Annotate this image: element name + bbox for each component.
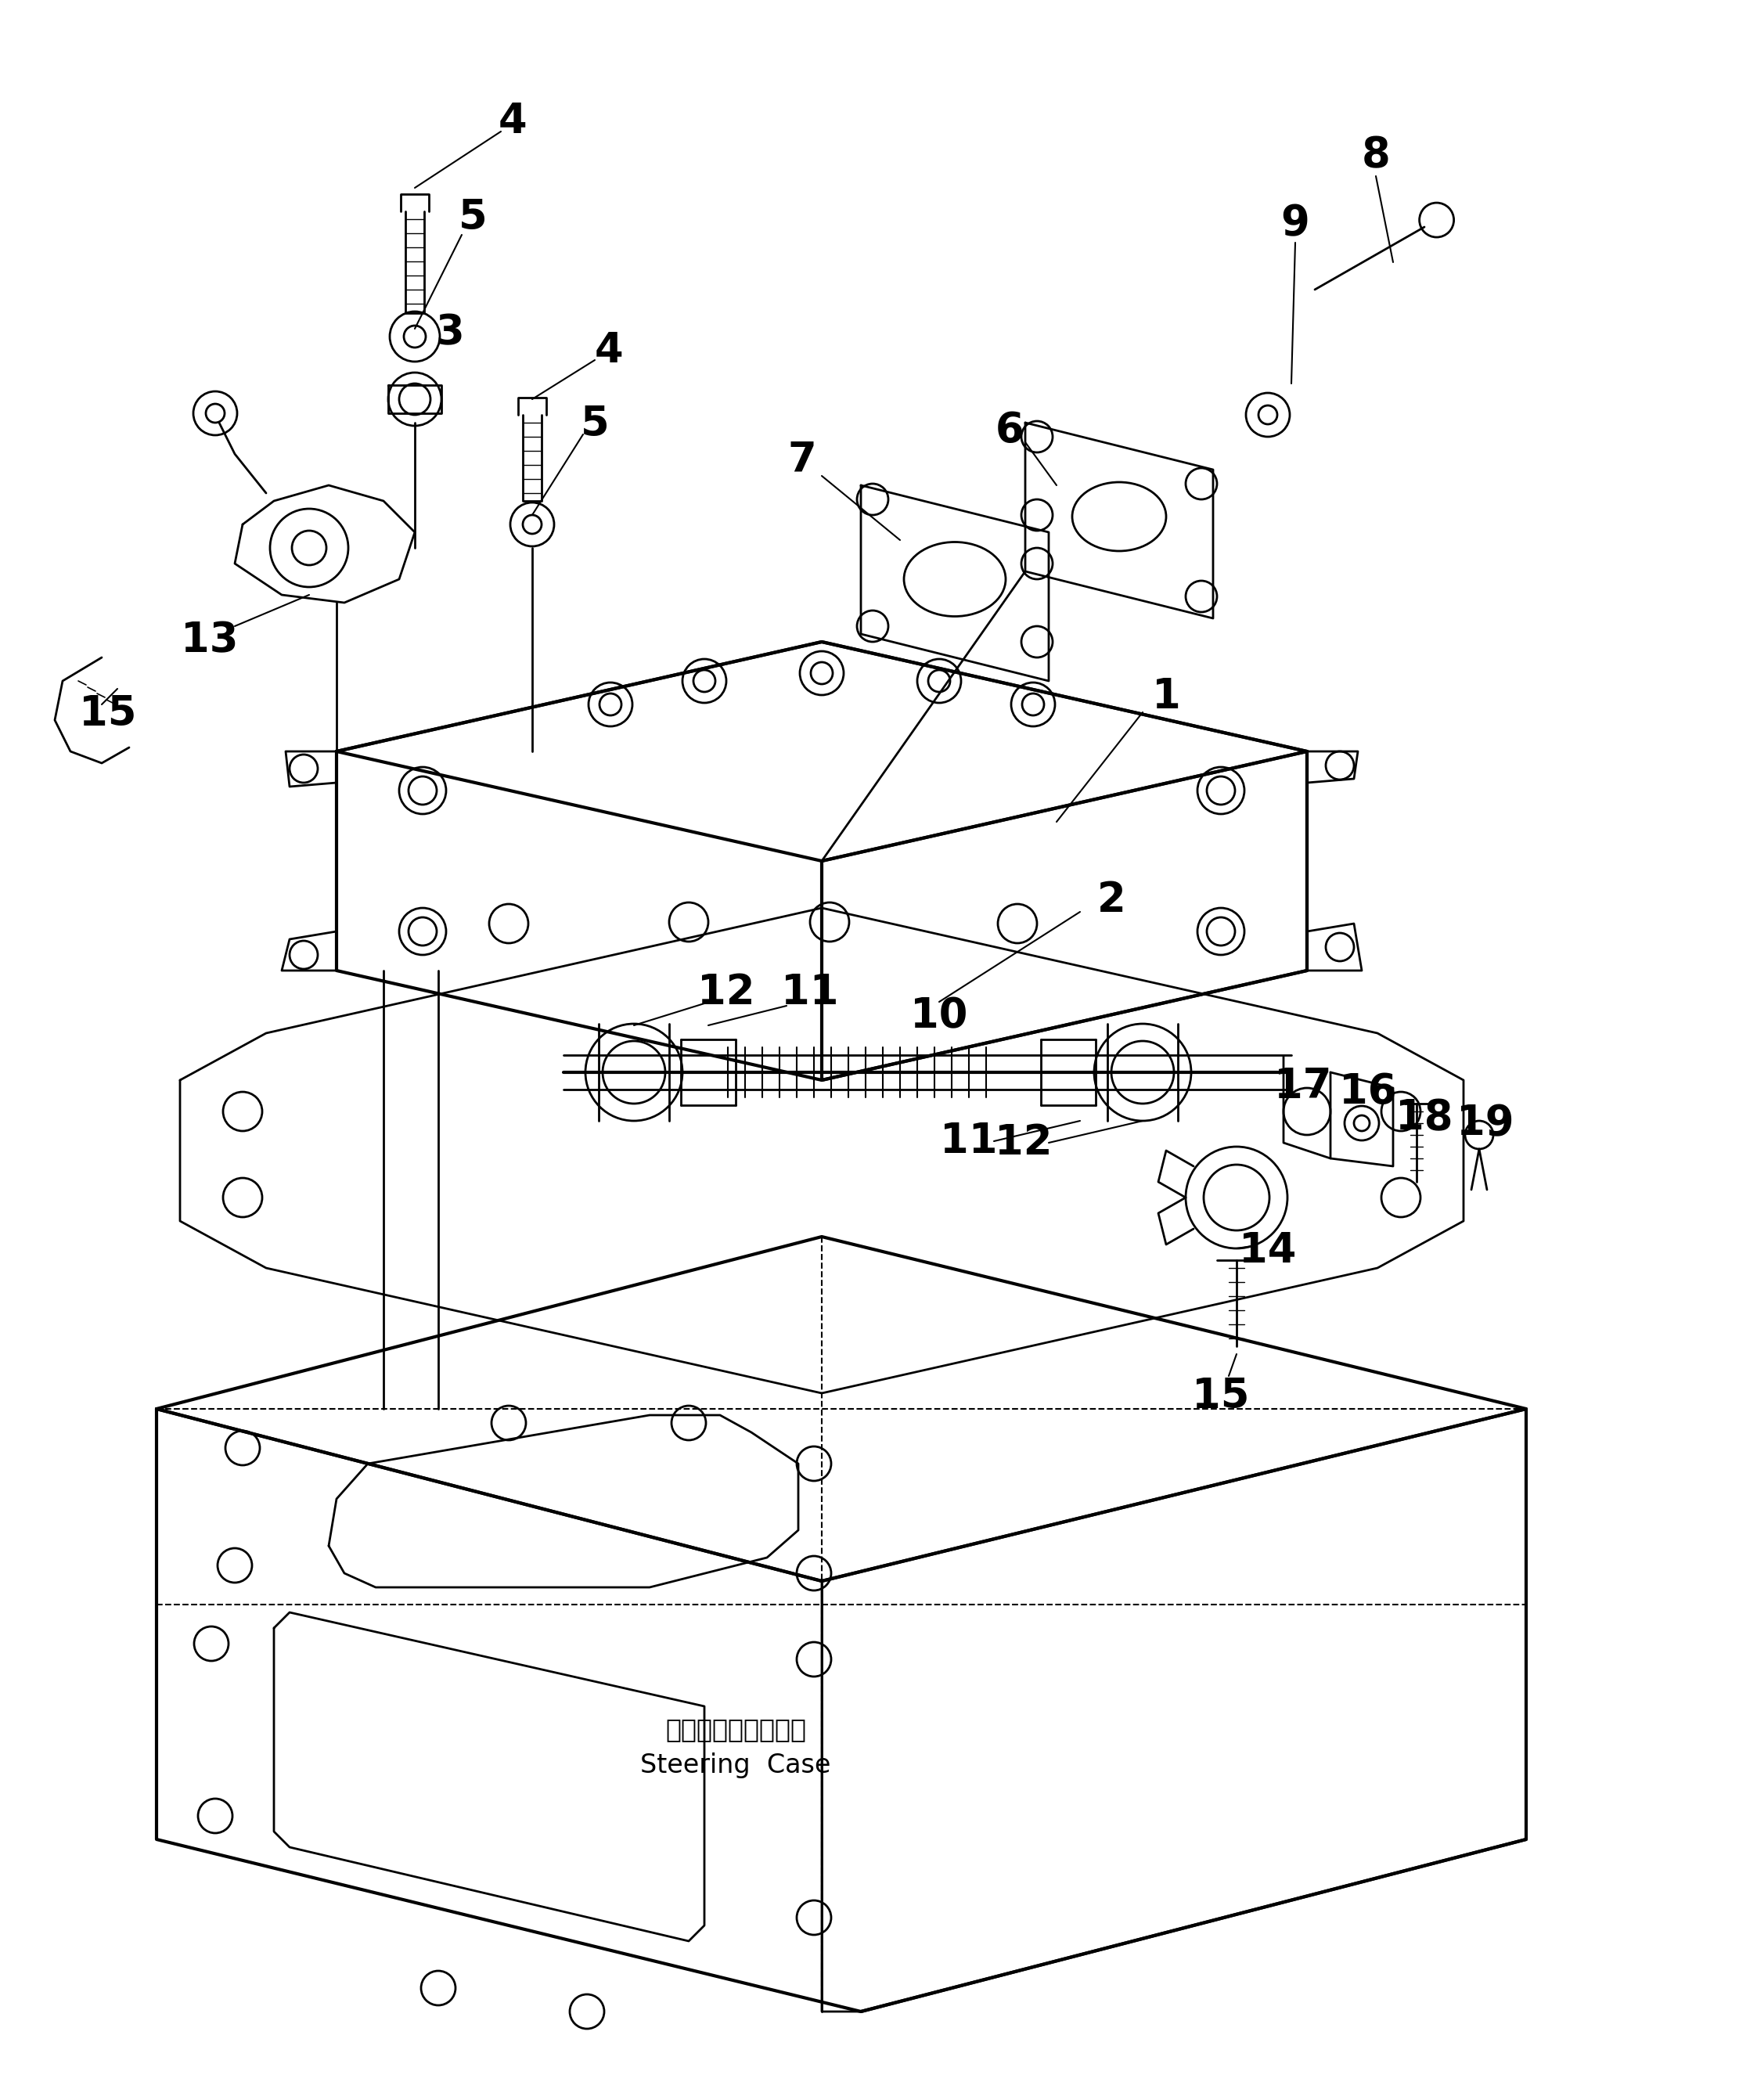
Text: 15: 15 [1193,1376,1250,1418]
Circle shape [409,918,436,945]
Text: 4: 4 [595,330,623,372]
Text: 1: 1 [1151,676,1181,716]
Text: 11: 11 [781,972,838,1012]
Text: 7: 7 [788,439,817,481]
Text: 13: 13 [181,620,238,662]
Circle shape [1207,918,1235,945]
Text: 5: 5 [581,403,609,445]
Circle shape [1207,777,1235,804]
Text: 10: 10 [911,995,969,1035]
Text: 11: 11 [941,1121,998,1161]
Text: 16: 16 [1339,1071,1396,1113]
Text: 6: 6 [995,410,1024,452]
Text: 4: 4 [499,101,527,141]
Text: 8: 8 [1362,134,1389,174]
Text: ステアリングケース: ステアリングケース [666,1718,807,1743]
Text: Steering  Case: Steering Case [640,1751,831,1779]
Text: 19: 19 [1457,1102,1515,1144]
Text: 5: 5 [459,197,487,237]
Text: 2: 2 [1097,880,1125,920]
Text: 18: 18 [1396,1098,1454,1138]
Text: 12: 12 [697,972,755,1012]
Text: 17: 17 [1275,1067,1332,1107]
Circle shape [409,777,436,804]
Text: 9: 9 [1282,204,1309,244]
Text: 14: 14 [1240,1231,1297,1270]
Text: 3: 3 [436,313,464,353]
Text: 12: 12 [995,1121,1052,1163]
Text: 15: 15 [80,693,137,735]
